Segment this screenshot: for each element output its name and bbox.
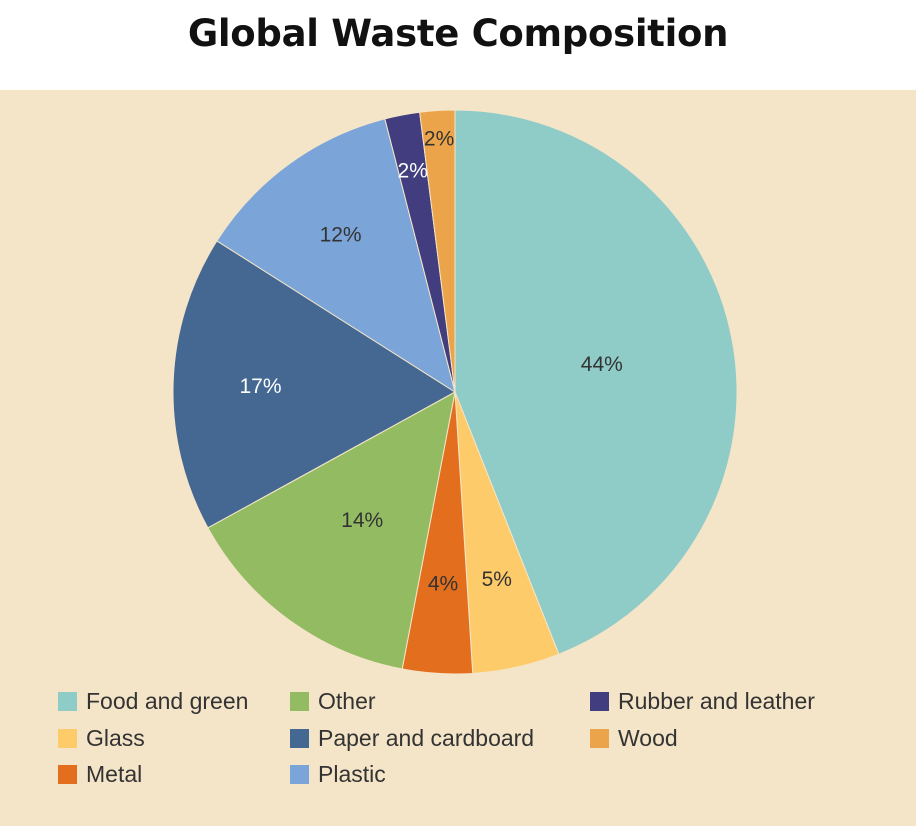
pie-slice-paper-and-cardboard xyxy=(172,240,456,529)
legend-item-other: Other xyxy=(290,688,376,715)
legend-item-glass: Glass xyxy=(58,725,145,752)
legend-label-food-and-green: Food and green xyxy=(86,688,249,714)
data-label-rubber-and-leather: 2% xyxy=(398,159,428,182)
legend-label-plastic: Plastic xyxy=(318,761,386,787)
pie-slice-food-and-green xyxy=(454,109,738,655)
legend-swatch-other xyxy=(290,692,309,711)
chart-legend: Food and green Glass Metal Other Paper and c… xyxy=(0,90,916,826)
data-label-glass: 5% xyxy=(482,568,512,591)
data-label-wood: 2% xyxy=(424,128,454,151)
data-label-metal: 4% xyxy=(428,572,458,595)
data-label-food-and-green: 44% xyxy=(581,353,623,376)
data-label-plastic: 12% xyxy=(320,224,362,247)
legend-swatch-metal xyxy=(58,765,77,784)
legend-swatch-food-and-green xyxy=(58,692,77,711)
legend-label-rubber-and-leather: Rubber and leather xyxy=(618,688,815,714)
legend-label-paper-and-cardboard: Paper and cardboard xyxy=(318,725,535,751)
legend-item-paper-and-cardboard: Paper and cardboard xyxy=(290,725,534,752)
pie-slice-wood xyxy=(419,109,456,393)
legend-label-wood: Wood xyxy=(618,725,678,751)
legend-label-other: Other xyxy=(318,688,376,714)
legend-item-food-and-green: Food and green xyxy=(58,688,248,715)
legend-item-wood: Wood xyxy=(590,725,678,752)
pie-slice-plastic xyxy=(216,118,456,394)
pie-chart: 44% 5% 4% 14% 17% 12% 2% 2% xyxy=(172,109,738,675)
legend-swatch-rubber-and-leather xyxy=(590,692,609,711)
legend-swatch-wood xyxy=(590,729,609,748)
legend-item-rubber-and-leather: Rubber and leather xyxy=(590,688,815,715)
chart-panel: 44% 5% 4% 14% 17% 12% 2% 2% Food and green Glass… xyxy=(0,90,916,826)
legend-item-plastic: Plastic xyxy=(290,761,386,788)
data-label-paper-and-cardboard: 17% xyxy=(239,375,281,398)
pie-slice-other xyxy=(207,391,456,670)
legend-swatch-paper-and-cardboard xyxy=(290,729,309,748)
chart-title: Global Waste Composition xyxy=(187,12,729,55)
data-label-other: 14% xyxy=(341,509,383,532)
legend-item-metal: Metal xyxy=(58,761,142,788)
legend-swatch-plastic xyxy=(290,765,309,784)
legend-label-glass: Glass xyxy=(86,725,145,751)
legend-swatch-glass xyxy=(58,729,77,748)
legend-label-metal: Metal xyxy=(86,761,143,787)
